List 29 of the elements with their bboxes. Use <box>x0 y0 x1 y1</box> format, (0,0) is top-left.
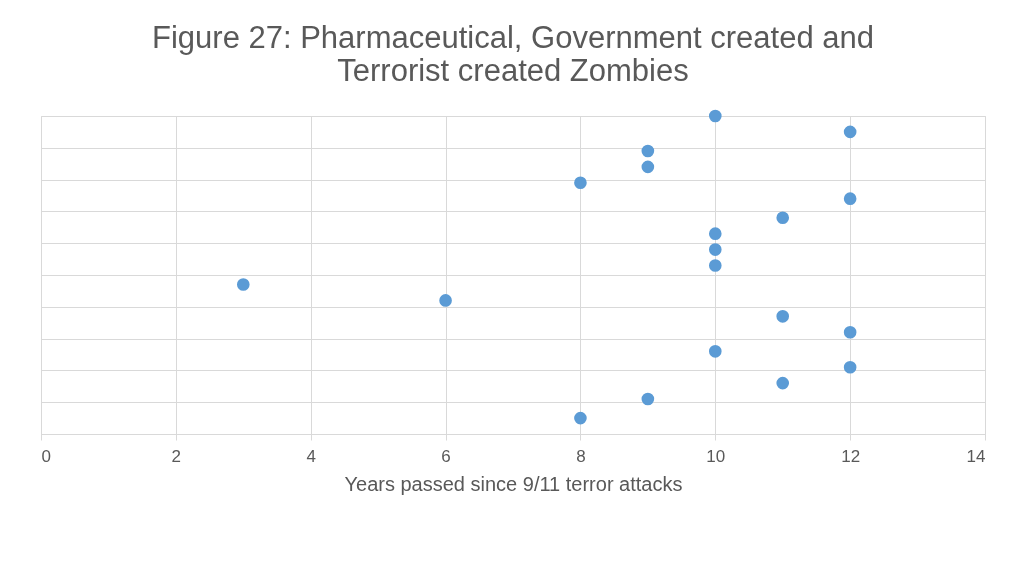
point <box>843 325 857 339</box>
point <box>843 125 857 139</box>
point <box>843 360 857 374</box>
point <box>843 192 857 205</box>
x-axis-title: Years passed since 9/11 terror attacks <box>344 472 683 495</box>
point <box>574 176 587 190</box>
x-tick-label: 6 <box>441 446 451 466</box>
x-tick-label: 2 <box>171 446 182 466</box>
x-tick-label: 0 <box>41 446 51 466</box>
point <box>708 345 722 358</box>
point <box>641 144 655 158</box>
x-tick-label: 14 <box>966 446 986 466</box>
point <box>439 294 452 307</box>
chart-title: Figure 27: Pharmaceutical, Government created and Terrorist created Zombies <box>152 19 874 88</box>
point <box>574 411 587 425</box>
point <box>641 392 655 406</box>
x-tick-label: 12 <box>841 446 861 466</box>
x-tick-label: 8 <box>576 446 586 466</box>
point <box>708 109 722 123</box>
point <box>776 310 790 323</box>
point <box>708 259 722 272</box>
point <box>776 211 790 225</box>
point <box>641 160 655 174</box>
point <box>776 376 790 390</box>
x-tick-label: 10 <box>706 446 726 466</box>
x-tick-label: 4 <box>306 446 316 466</box>
point <box>708 227 722 240</box>
point <box>236 278 250 291</box>
point <box>708 243 722 256</box>
